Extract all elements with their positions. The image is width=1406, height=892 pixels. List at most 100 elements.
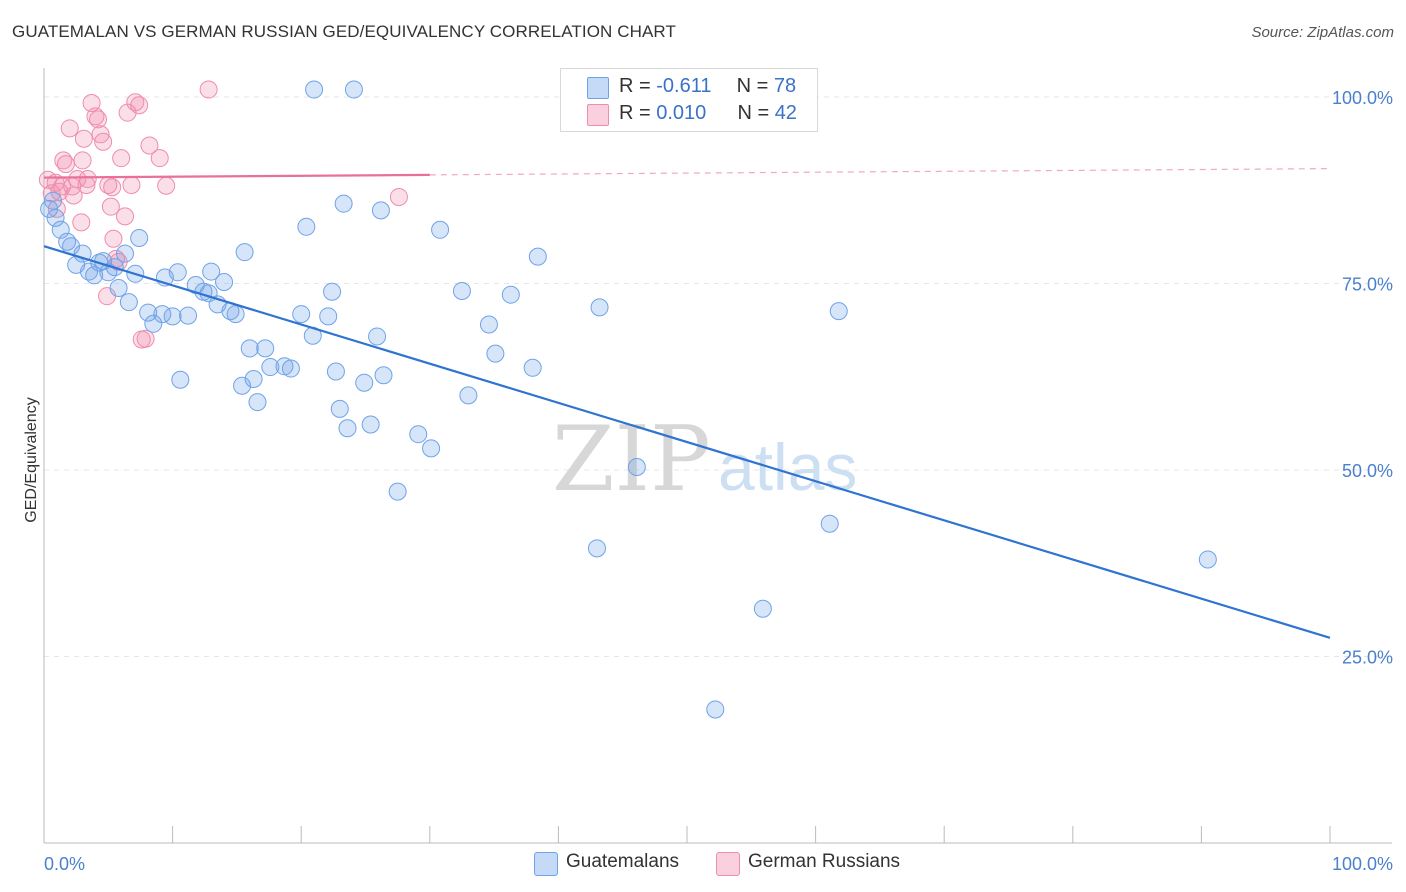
axes: [43, 68, 1392, 844]
guatemalan-point: [168, 263, 187, 282]
guatemalan-point: [388, 482, 407, 501]
guatemalan-point: [233, 376, 252, 395]
guatemalan-point: [528, 247, 547, 266]
german-russians-trend-line: [43, 173, 430, 179]
guatemalan-point: [51, 220, 70, 239]
guatemalan-point: [40, 199, 59, 218]
guatemalan-point: [587, 539, 606, 558]
guatemalan-point: [305, 80, 324, 99]
trend-lines: [43, 168, 1331, 639]
guatemalan-point: [355, 373, 374, 392]
guatemalan-point: [338, 419, 357, 438]
watermark-atlas: atlas: [718, 430, 857, 504]
guatemalan-point: [240, 339, 259, 358]
german-russian-point: [82, 93, 101, 112]
german-russian-point: [78, 170, 97, 189]
german-russian-point: [136, 329, 155, 348]
guatemalan-point: [523, 358, 542, 377]
guatemalan-point: [323, 282, 342, 301]
guatemalan-point: [116, 244, 135, 263]
german-russian-point: [150, 149, 169, 168]
german-russians-points: [38, 80, 408, 349]
y-tick-label: 75.0%: [1342, 275, 1393, 295]
legend-label: German Russians: [748, 851, 901, 872]
german-russian-point: [94, 132, 113, 151]
n-label: N =: [737, 102, 775, 124]
chart-title: GUATEMALAN VS GERMAN RUSSIAN GED/EQUIVAL…: [12, 22, 676, 41]
guatemalan-point: [256, 339, 275, 358]
guatemalan-point: [590, 298, 609, 317]
n-value: 78: [773, 75, 797, 97]
guatemalan-point: [820, 514, 839, 533]
german-russian-point: [60, 119, 79, 138]
guatemalan-point: [144, 314, 163, 333]
grid-lines: [44, 96, 1392, 657]
guatemalans-points: [40, 80, 1217, 719]
guatemalan-point: [486, 344, 505, 363]
guatemalan-point: [292, 305, 311, 324]
german-russians-legend-swatch: [716, 852, 740, 876]
stats-legend: R = -0.611 N = 78 R = 0.010 N = 42: [560, 68, 818, 132]
x-tick-label: 0.0%: [44, 854, 85, 874]
r-label: R =: [619, 102, 657, 124]
guatemalan-point: [479, 315, 498, 334]
legend-label: Guatemalans: [566, 851, 680, 872]
guatemalan-point: [248, 393, 267, 412]
german-russian-point: [122, 176, 141, 195]
guatemalan-point: [163, 307, 182, 326]
guatemalan-point: [334, 194, 353, 213]
guatemalans-swatch: [587, 77, 609, 99]
german-russian-point: [103, 178, 122, 197]
guatemalan-point: [130, 228, 149, 247]
german-russian-point: [101, 197, 120, 216]
guatemalan-point: [361, 415, 380, 434]
y-tick-label: 100.0%: [1332, 88, 1393, 108]
y-tick-label: 50.0%: [1342, 461, 1393, 481]
guatemalan-point: [281, 359, 300, 378]
guatemalan-point: [431, 220, 450, 239]
guatemalan-point: [179, 306, 198, 325]
german-russian-point: [47, 199, 66, 218]
german-russians-swatch: [587, 104, 609, 126]
guatemalan-point: [226, 305, 245, 324]
guatemalan-point: [459, 386, 478, 405]
guatemalan-point: [330, 399, 349, 418]
german-russian-point: [74, 129, 93, 148]
guatemalan-point: [261, 358, 280, 377]
x-tick-label: 100.0%: [1332, 854, 1393, 874]
german-russian-point: [89, 110, 108, 129]
guatemalan-point: [422, 439, 441, 458]
r-label: R =: [619, 75, 657, 97]
german-russian-point: [91, 125, 110, 144]
guatemalan-point: [374, 366, 393, 385]
guatemalan-point: [171, 370, 190, 389]
guatemalan-point: [706, 700, 725, 719]
y-axis-label: GED/Equivalency: [23, 397, 40, 522]
guatemalan-point: [371, 201, 390, 220]
watermark-zip: ZIP: [552, 407, 711, 512]
german-russian-point: [56, 155, 75, 174]
r-value: 0.010: [656, 102, 707, 124]
guatemalan-point: [1198, 550, 1217, 569]
guatemalan-point: [319, 307, 338, 326]
german-russian-point: [157, 176, 176, 195]
guatemalan-point: [297, 217, 316, 236]
guatemalan-point: [409, 425, 428, 444]
guatemalan-point: [139, 303, 158, 322]
guatemalan-point: [202, 262, 221, 281]
german-russian-point: [72, 213, 91, 232]
tick-labels: 25.0% 50.0% 75.0% 100.0% 0.0% 100.0%: [44, 88, 1393, 874]
german-russian-point: [112, 149, 131, 168]
guatemalan-point: [501, 285, 520, 304]
german-russian-point: [116, 207, 135, 226]
german-russian-point: [86, 107, 105, 126]
guatemalan-point: [627, 458, 646, 477]
guatemalan-point: [344, 80, 363, 99]
guatemalans-trend-line: [43, 245, 1331, 639]
n-label: N =: [736, 75, 774, 97]
guatemalan-point: [326, 362, 345, 381]
german-russian-point: [140, 136, 159, 155]
guatemalan-point: [235, 243, 254, 262]
guatemalan-point: [73, 244, 92, 263]
r-value: -0.611: [656, 75, 712, 97]
